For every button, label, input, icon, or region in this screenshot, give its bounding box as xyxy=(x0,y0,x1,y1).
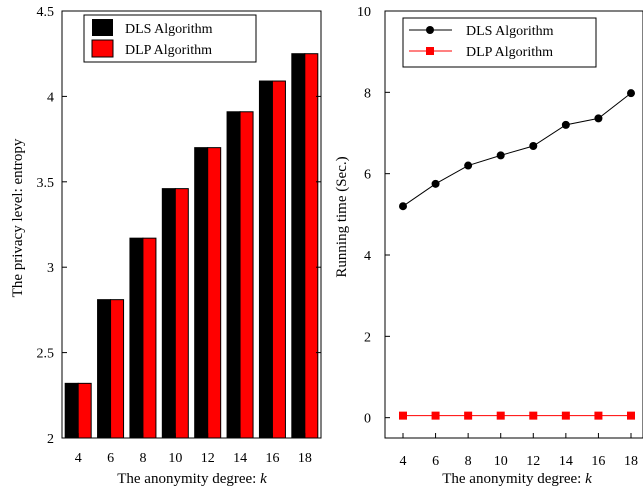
running-time-x-ticks: 4 6 8 10 12 14 16 18 xyxy=(400,433,638,469)
running-time-series xyxy=(399,89,635,420)
privacy-x-tick-label: 8 xyxy=(139,451,146,466)
dls-point xyxy=(594,114,603,123)
dlp-point xyxy=(594,411,603,420)
running-time-legend-box xyxy=(402,17,597,68)
running-time-x-tick-label: 6 xyxy=(432,454,439,469)
privacy-y-tick-label: 4.5 xyxy=(37,5,55,20)
dls-bar xyxy=(97,299,112,439)
dlp-point xyxy=(496,411,505,420)
privacy-x-tick-label: 10 xyxy=(168,451,182,466)
privacy-legend-label-dls: DLS Algorithm xyxy=(125,22,213,37)
running-time-x-tick-label: 18 xyxy=(624,454,638,469)
privacy-x-tick-label: 18 xyxy=(298,451,312,466)
running-time-y-tick-label: 8 xyxy=(364,86,371,101)
privacy-legend-swatch-dlp xyxy=(91,39,114,58)
privacy-x-ticks: 4 6 8 10 12 14 16 18 xyxy=(75,433,312,466)
running-time-legend-label-dls: DLS Algorithm xyxy=(466,24,554,39)
dls-bar xyxy=(291,53,306,439)
dlp-bar xyxy=(142,237,157,439)
running-time-x-tick-label: 16 xyxy=(591,454,605,469)
running-time-y-tick-label: 4 xyxy=(364,249,371,264)
dls-point xyxy=(431,179,440,188)
running-time-x-tick-label: 14 xyxy=(559,454,573,469)
privacy-x-tick-label: 12 xyxy=(201,451,215,466)
privacy-legend-swatch-dls xyxy=(92,19,113,36)
dls-bar xyxy=(161,188,176,439)
dls-point xyxy=(529,142,538,151)
privacy-y-tick-label: 2.5 xyxy=(37,347,55,362)
dls-bar xyxy=(64,382,79,439)
running-time-y-tick-label: 2 xyxy=(364,330,371,345)
privacy-x-tick-label: 14 xyxy=(233,451,247,466)
privacy-x-tick-label: 6 xyxy=(107,451,114,466)
privacy-bar-chart: 2 2.5 3 3.5 4 4.5 4 6 8 10 12 14 16 18 The privacy l… xyxy=(10,5,322,487)
running-time-legend-marker-dlp xyxy=(426,47,434,55)
privacy-y-ticks: 2 2.5 3 3.5 4 4.5 xyxy=(37,5,321,447)
privacy-plot-frame xyxy=(61,10,322,439)
running-time-y-tick-label: 6 xyxy=(364,168,371,183)
privacy-y-tick-label: 3.5 xyxy=(37,176,55,191)
running-time-y-tick-label: 0 xyxy=(364,412,371,427)
dls-point xyxy=(464,161,473,170)
running-time-x-axis-title: The anonymity degree: k xyxy=(442,471,592,487)
dlp-point xyxy=(464,411,473,420)
running-time-y-axis-title: Running time (Sec.) xyxy=(334,156,350,277)
dlp-bar xyxy=(174,188,189,439)
running-time-x-tick-label: 8 xyxy=(465,454,472,469)
dls-point xyxy=(399,202,407,211)
dlp-bar xyxy=(77,382,92,439)
running-time-line-chart: 0 2 4 6 8 10 4 6 8 10 12 14 16 18 Running time (Sec.… xyxy=(334,5,643,487)
dls-bar xyxy=(194,147,209,439)
privacy-y-axis-title: The privacy level: entropy xyxy=(10,138,26,297)
dlp-point xyxy=(431,411,440,420)
privacy-x-tick-label: 4 xyxy=(75,451,82,466)
privacy-legend-label-dlp: DLP Algorithm xyxy=(125,43,212,58)
dls-bar xyxy=(258,80,273,439)
running-time-x-tick-label: 10 xyxy=(494,454,508,469)
dls-point xyxy=(496,151,505,160)
dlp-point xyxy=(529,411,538,420)
dls-series-line xyxy=(402,92,632,207)
privacy-y-tick-label: 4 xyxy=(47,90,54,105)
running-time-legend-marker-dls xyxy=(426,26,434,34)
dlp-bar xyxy=(271,80,286,439)
running-time-x-tick-label: 12 xyxy=(526,454,540,469)
privacy-y-tick-label: 2 xyxy=(47,432,54,447)
dlp-bar xyxy=(304,53,319,439)
privacy-legend: DLS Algorithm DLP Algorithm xyxy=(83,14,257,63)
dls-bar xyxy=(226,111,241,439)
running-time-y-ticks: 0 2 4 6 8 10 xyxy=(357,5,390,427)
privacy-x-tick-label: 16 xyxy=(265,451,279,466)
dls-point xyxy=(561,120,570,129)
privacy-bars xyxy=(64,53,319,439)
dlp-bar xyxy=(239,111,254,439)
dlp-point xyxy=(561,411,570,420)
dlp-point xyxy=(627,411,635,420)
dls-point xyxy=(627,89,635,98)
running-time-legend-label-dlp: DLP Algorithm xyxy=(466,45,553,60)
running-time-legend: DLS Algorithm DLP Algorithm xyxy=(402,17,597,68)
privacy-x-axis-title: The anonymity degree: k xyxy=(117,471,267,487)
dls-bar xyxy=(129,237,144,439)
running-time-x-tick-label: 4 xyxy=(400,454,407,469)
running-time-plot-frame xyxy=(384,10,643,439)
dlp-bar xyxy=(110,299,125,439)
dlp-bar xyxy=(207,147,222,439)
dlp-point xyxy=(399,411,407,420)
privacy-y-tick-label: 3 xyxy=(47,261,54,276)
running-time-y-tick-label: 10 xyxy=(357,5,371,20)
